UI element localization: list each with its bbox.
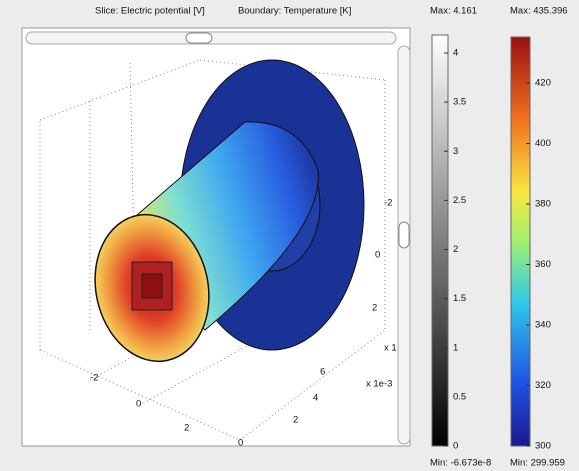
- tick-label: 400: [535, 138, 551, 149]
- max-label: Max: 435.396: [510, 6, 568, 17]
- axis-label: x 1e-3: [366, 379, 392, 390]
- tick-label: 420: [535, 78, 551, 89]
- tick-label: 2: [453, 244, 458, 255]
- axis-label: 6: [320, 367, 325, 378]
- tick-label: 340: [535, 320, 551, 331]
- electrode-core: [142, 274, 162, 298]
- h-scroll-thumb[interactable]: [186, 33, 212, 43]
- tick-label: 1: [453, 342, 458, 353]
- slice-title: Slice: Electric potential [V]: [95, 6, 205, 17]
- min-label: Min: -6.673e-8: [430, 458, 491, 469]
- axis-label: 0: [238, 438, 243, 449]
- tick-label: 3: [453, 146, 458, 157]
- tick-label: 300: [535, 441, 551, 452]
- tick-label: 380: [535, 199, 551, 210]
- tick-label: 2.5: [453, 195, 466, 206]
- tick-label: 0: [453, 441, 458, 452]
- v-scroll-thumb[interactable]: [399, 222, 409, 248]
- colorbar-potential: [432, 35, 448, 446]
- colorbar-temperature: [511, 37, 530, 446]
- axis-label: 0: [136, 399, 141, 410]
- window: Slice: Electric potential [V] Boundary: …: [0, 0, 579, 471]
- axis-label: 2: [372, 303, 377, 314]
- axis-label: -2: [384, 198, 392, 209]
- tick-label: 1.5: [453, 293, 466, 304]
- min-label: Min: 299.959: [510, 458, 565, 469]
- tick-label: 3.5: [453, 97, 466, 108]
- tick-label: 0.5: [453, 391, 466, 402]
- max-label: Max: 4.161: [430, 6, 477, 17]
- axis-label: 2: [184, 423, 189, 434]
- axis-label: 2: [293, 415, 298, 426]
- axis-label: -2: [90, 373, 98, 384]
- tick-label: 320: [535, 380, 551, 391]
- tick-label: 4: [453, 48, 458, 59]
- axis-label: 0: [375, 250, 380, 261]
- tick-label: 360: [535, 259, 551, 270]
- boundary-title: Boundary: Temperature [K]: [238, 6, 351, 17]
- axis-label: 4: [313, 393, 318, 404]
- page: {"plot": {"slice_title": "Slice: Electri…: [0, 0, 579, 471]
- axis-label: x 1: [384, 343, 397, 354]
